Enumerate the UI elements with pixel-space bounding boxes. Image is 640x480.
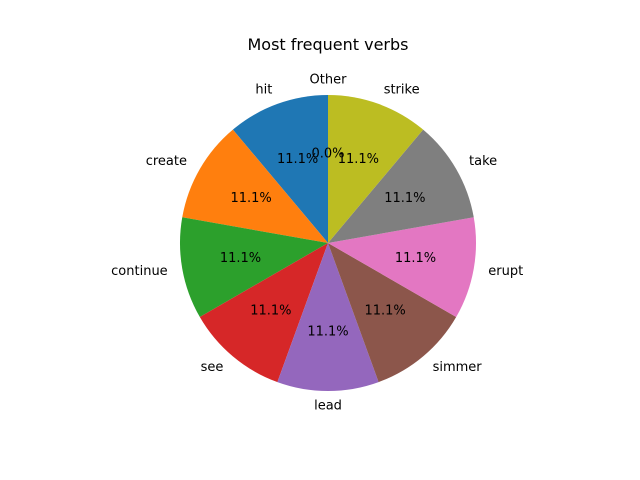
pie-slice-see	[199, 243, 328, 383]
slice-label-other: Other	[310, 73, 348, 88]
slice-label-simmer: simmer	[433, 360, 483, 375]
percent-label-take: 11.1%	[384, 191, 425, 206]
percent-label-see: 11.1%	[250, 304, 291, 319]
pie-slice-create	[182, 129, 328, 243]
percent-label-other: 0.0%	[311, 147, 344, 162]
slice-label-take: take	[469, 154, 497, 169]
slice-label-see: see	[201, 360, 224, 375]
slice-label-strike: strike	[384, 83, 420, 98]
percent-labels: 11.1% 11.1% 11.1% 11.1% 11.1% 11.1% 11.1% 11.1%…	[220, 147, 436, 340]
percent-label-strike: 11.1%	[338, 152, 379, 167]
percent-label-create: 11.1%	[230, 191, 271, 206]
pie-slice-erupt	[328, 217, 476, 317]
pie-slice-continue	[180, 217, 328, 317]
pie-slice-strike	[328, 95, 424, 243]
slice-label-lead: lead	[314, 398, 342, 413]
percent-label-simmer: 11.1%	[364, 304, 405, 319]
pie-slices	[180, 95, 476, 391]
percent-label-lead: 11.1%	[307, 324, 348, 339]
slice-labels: hit create continue see lead simmer erupt take s…	[111, 73, 523, 414]
slice-label-erupt: erupt	[488, 264, 523, 279]
pie-slice-hit	[232, 95, 328, 243]
pie-slice-lead	[277, 243, 379, 391]
slice-label-create: create	[146, 154, 187, 169]
slice-label-hit: hit	[255, 83, 272, 98]
percent-label-erupt: 11.1%	[395, 251, 436, 266]
chart-title: Most frequent verbs	[247, 35, 408, 54]
pie-slice-simmer	[328, 243, 457, 383]
pie-slice-take	[328, 129, 474, 243]
percent-label-continue: 11.1%	[220, 251, 261, 266]
percent-label-hit: 11.1%	[277, 152, 318, 167]
slice-label-continue: continue	[111, 264, 168, 279]
